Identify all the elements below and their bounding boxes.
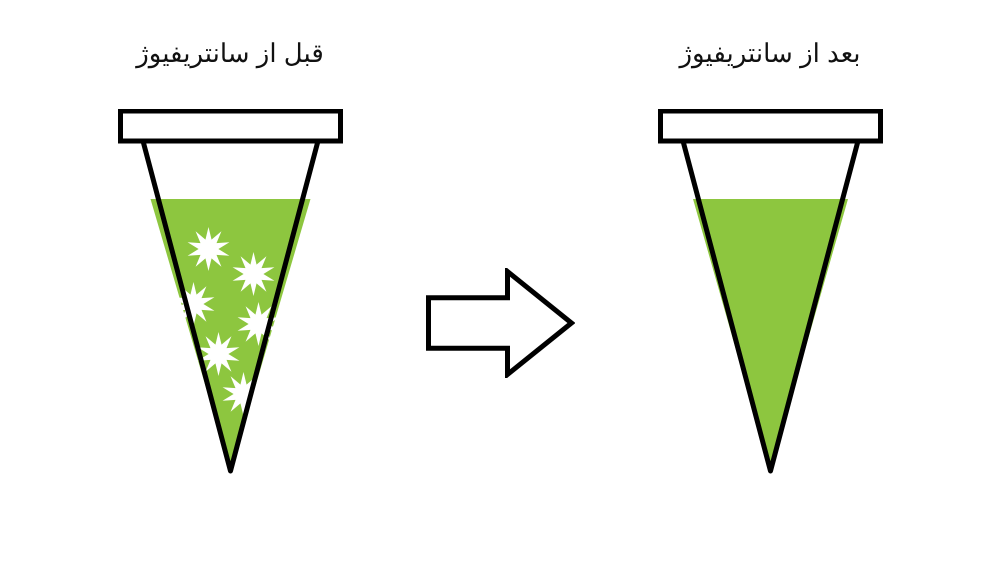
arrow-icon <box>425 268 575 378</box>
arrow-container <box>420 268 580 378</box>
tube-after-icon <box>658 109 883 479</box>
after-label: بعد از سانتریفیوژ <box>679 38 860 69</box>
before-label: قبل از سانتریفیوژ <box>136 38 324 69</box>
after-panel: بعد از سانتریفیوژ <box>600 38 940 479</box>
before-panel: قبل از سانتریفیوژ <box>60 38 400 479</box>
diagram-container: قبل از سانتریفیوژ بعد از سانتریفیوژ <box>0 0 1000 562</box>
tube-before-icon <box>118 109 343 479</box>
